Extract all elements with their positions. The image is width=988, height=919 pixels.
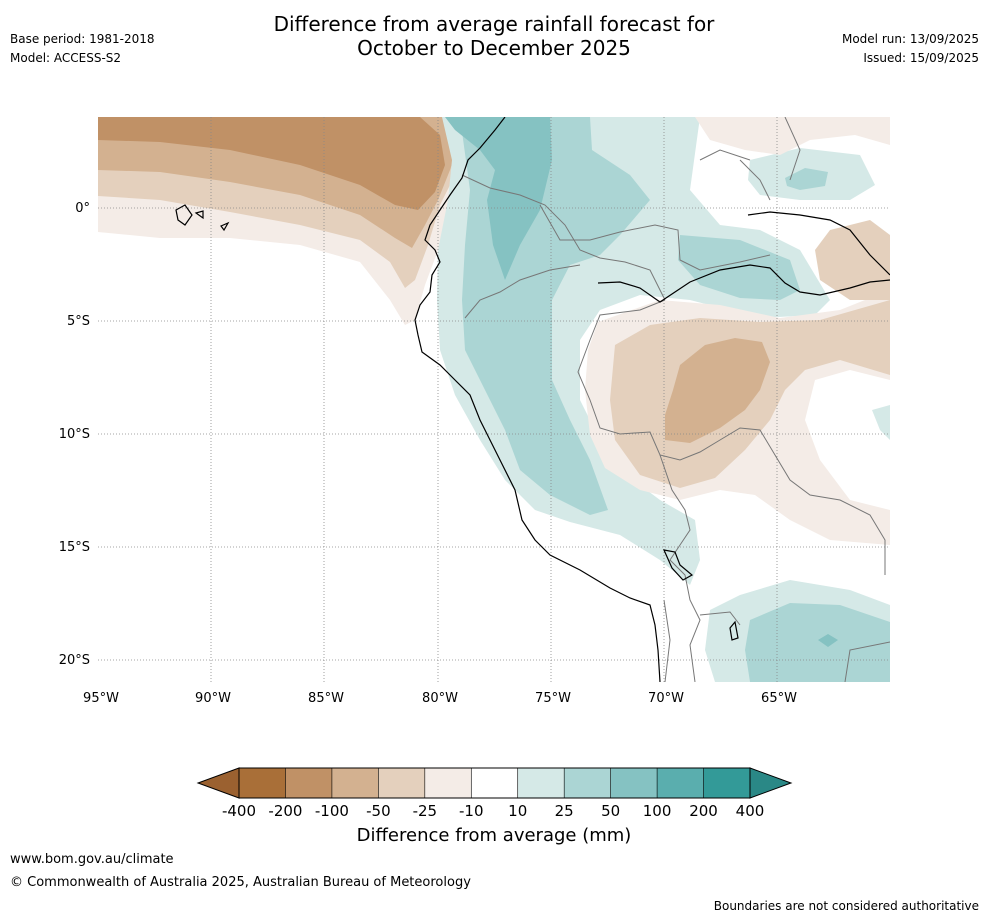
wet-anomaly-amazon-25 — [678, 235, 800, 300]
issued-text: Issued: 15/09/2025 — [863, 51, 979, 65]
colorbar-extend-high — [749, 767, 793, 799]
dry-anomaly-central-50 — [665, 338, 770, 443]
colorbar-segment — [470, 767, 519, 799]
colorbar-tick-label: -400 — [222, 802, 256, 820]
colorbar-segment — [424, 767, 473, 799]
model-text: Model: ACCESS-S2 — [10, 51, 122, 65]
gridlines — [98, 117, 890, 682]
colorbar-tick-label: 25 — [555, 802, 574, 820]
wet-anomaly-southeast-50 — [818, 634, 838, 647]
colorbar-segment — [610, 767, 658, 799]
map-contours — [98, 117, 890, 682]
colorbar-title: Difference from average (mm) — [356, 825, 632, 846]
colorbar-segment — [656, 767, 705, 799]
website-url: www.bom.gov.au/climate — [10, 852, 174, 867]
colorbar: -400 -200 -100 -50 -25 -10 10 25 50 100 200 400 — [196, 767, 793, 820]
colorbar-segments — [238, 767, 751, 799]
country-borders — [461, 117, 890, 682]
dry-anomaly-pacific-100 — [98, 117, 445, 210]
dry-anomaly-east-25 — [815, 220, 890, 300]
map-title: Difference from average rainfall forecas… — [0, 12, 988, 60]
lat-label: 10°S — [59, 427, 90, 442]
colorbar-segment — [378, 767, 426, 799]
colorbar-segment — [331, 767, 380, 799]
boundaries-disclaimer: Boundaries are not considered authoritat… — [713, 899, 979, 913]
lat-label: 20°S — [59, 653, 90, 668]
latitude-labels: 0° 5°S 10°S 15°S 20°S — [59, 201, 90, 668]
colorbar-tick-label: 10 — [508, 802, 527, 820]
lon-label: 70°W — [648, 691, 684, 706]
lon-label: 65°W — [761, 691, 797, 706]
colorbar-tick-label: -200 — [268, 802, 302, 820]
colorbar-tick-label: -25 — [413, 802, 438, 820]
colorbar-tick-label: 100 — [643, 802, 672, 820]
rainfall-map: 0° 5°S 10°S 15°S 20°S 95°W 90°W 85°W 80°… — [59, 117, 890, 706]
base-period-text: Base period: 1981-2018 — [10, 32, 155, 46]
model-run-text: Model run: 13/09/2025 — [841, 32, 979, 46]
lon-label: 80°W — [422, 691, 458, 706]
copyright-text: © Commonwealth of Australia 2025, Austra… — [10, 875, 471, 890]
wet-anomaly-andes-50 — [445, 117, 552, 280]
lon-label: 90°W — [195, 691, 231, 706]
lat-label: 0° — [75, 201, 90, 216]
colorbar-segment — [285, 767, 333, 799]
wet-anomaly-east-edge — [872, 405, 890, 440]
wet-anomaly-southeast-25 — [745, 603, 890, 682]
title-line-2: October to December 2025 — [357, 36, 631, 60]
colorbar-segment — [563, 767, 612, 799]
lon-label: 95°W — [83, 691, 119, 706]
colorbar-extend-low — [196, 767, 240, 799]
colorbar-tick-label: -100 — [315, 802, 349, 820]
colorbar-segment — [238, 767, 287, 799]
colorbar-segment — [517, 767, 565, 799]
colorbar-labels: -400 -200 -100 -50 -25 -10 10 25 50 100 200 400 — [222, 802, 764, 820]
wet-anomaly-north-25 — [785, 168, 828, 190]
colorbar-tick-label: 200 — [689, 802, 718, 820]
colorbar-tick-label: -10 — [459, 802, 484, 820]
title-line-1: Difference from average rainfall forecas… — [273, 12, 715, 36]
dry-anomaly-ne-10 — [695, 117, 890, 155]
lon-label: 75°W — [535, 691, 571, 706]
colorbar-tick-label: -50 — [366, 802, 391, 820]
coastlines — [175, 117, 890, 682]
lat-label: 15°S — [59, 540, 90, 555]
colorbar-segment — [703, 767, 751, 799]
lon-label: 85°W — [308, 691, 344, 706]
lat-label: 5°S — [67, 314, 90, 329]
colorbar-tick-label: 50 — [601, 802, 620, 820]
longitude-labels: 95°W 90°W 85°W 80°W 75°W 70°W 65°W — [83, 691, 797, 706]
colorbar-tick-label: 400 — [736, 802, 765, 820]
